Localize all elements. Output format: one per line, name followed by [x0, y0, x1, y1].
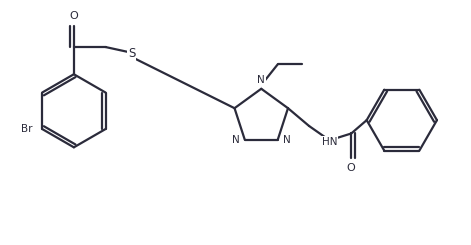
Text: Br: Br	[22, 124, 33, 134]
Text: N: N	[232, 135, 240, 145]
Text: S: S	[128, 47, 135, 60]
Text: N: N	[283, 135, 291, 145]
Text: HN: HN	[322, 137, 337, 147]
Text: O: O	[70, 11, 78, 21]
Text: N: N	[257, 75, 265, 85]
Text: O: O	[347, 163, 356, 173]
